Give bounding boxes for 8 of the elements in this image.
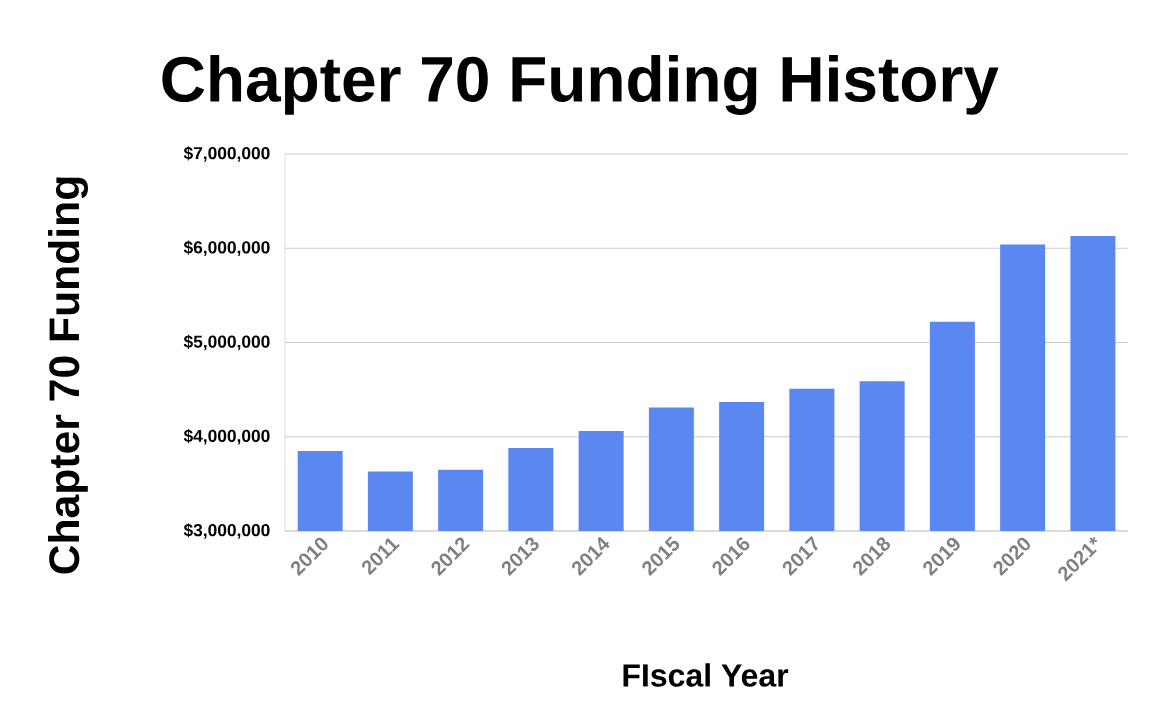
y-tick-label: $5,000,000 bbox=[183, 334, 270, 351]
y-tick-label: $6,000,000 bbox=[183, 240, 270, 257]
y-axis-title: Chapter 70 Funding bbox=[48, 177, 88, 574]
y-tick-label: $7,000,000 bbox=[183, 146, 270, 162]
y-tick-label: $4,000,000 bbox=[183, 428, 270, 445]
x-axis-title: FIscal Year bbox=[623, 663, 789, 687]
chart-title: Chapter 70 Funding History bbox=[162, 55, 999, 115]
y-tick-label: $3,000,000 bbox=[183, 523, 270, 539]
